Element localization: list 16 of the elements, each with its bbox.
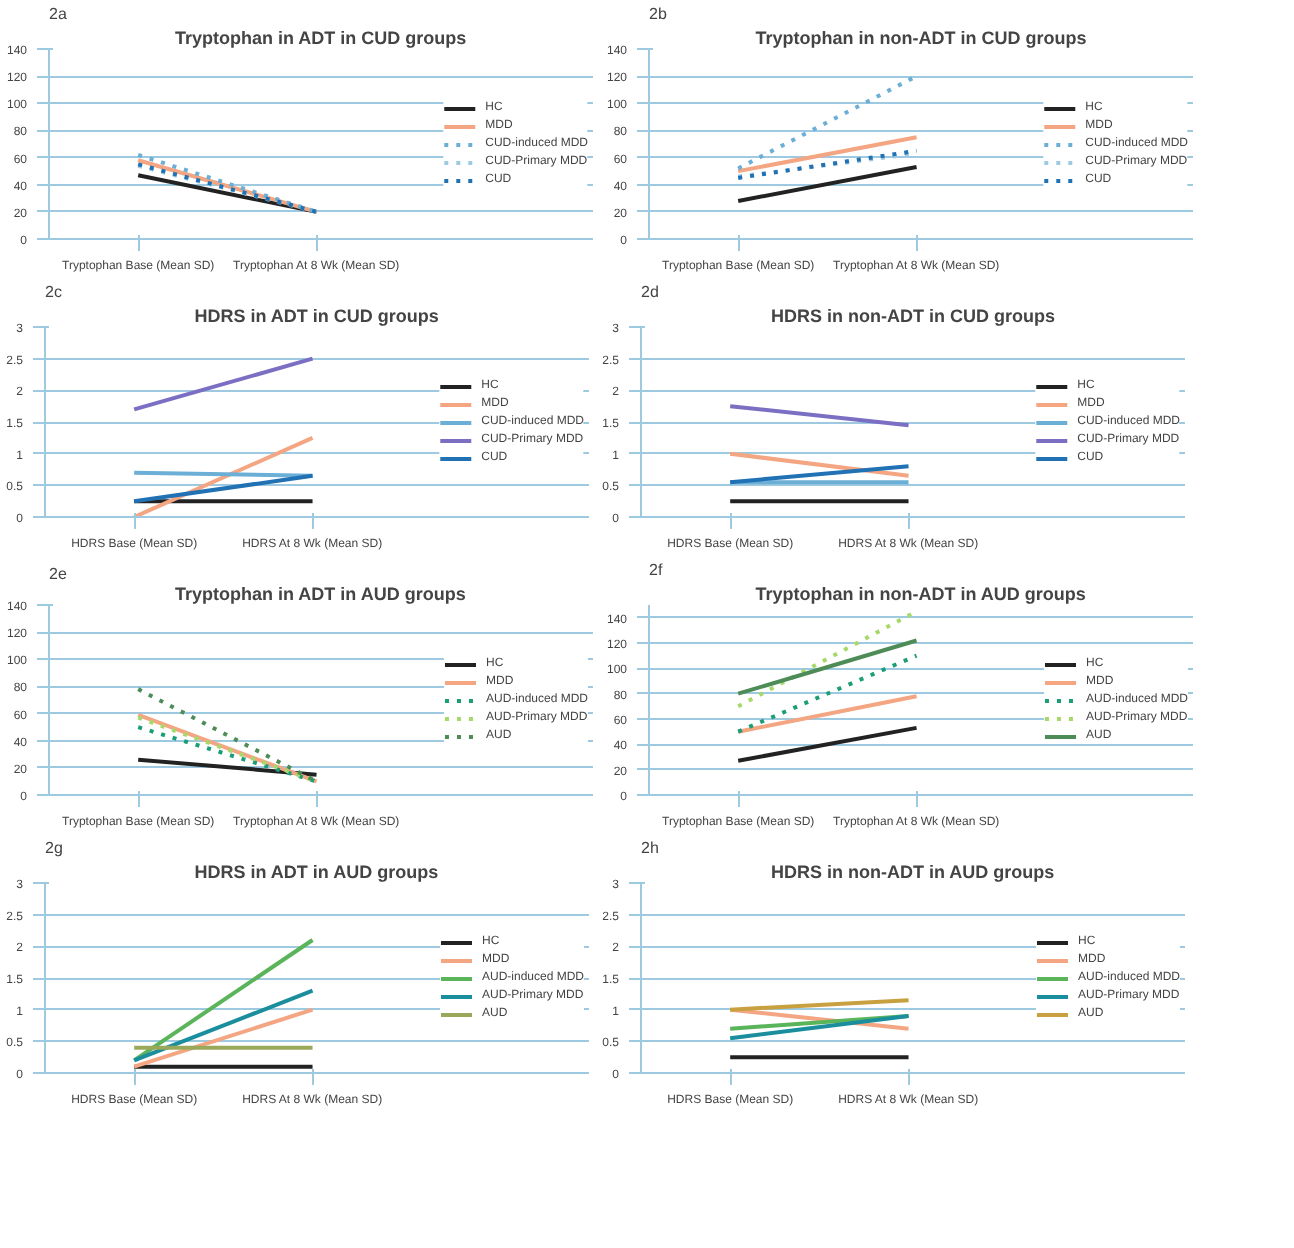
text: 2d — [641, 283, 659, 301]
chart-title: Tryptophan in ADT in CUD groups — [175, 28, 467, 48]
text: 2e — [49, 565, 68, 583]
chart-title: Tryptophan in non-ADT in CUD groups — [755, 28, 1087, 48]
chart-title: HDRS in non-ADT in AUD groups — [771, 862, 1055, 882]
text: 2f — [649, 561, 664, 579]
text: 2b — [649, 5, 668, 23]
text: 2a — [49, 5, 68, 23]
text: 2g — [45, 839, 63, 857]
text: 2c — [45, 283, 62, 301]
chart-title: Tryptophan in ADT in AUD groups — [175, 584, 466, 604]
chart-title: HDRS in ADT in CUD groups — [194, 306, 439, 326]
chart-title: HDRS in ADT in AUD groups — [194, 862, 439, 882]
text: 2h — [641, 839, 659, 857]
chart-title: HDRS in non-ADT in CUD groups — [771, 306, 1055, 326]
chart-title: Tryptophan in non-ADT in AUD groups — [755, 584, 1086, 604]
